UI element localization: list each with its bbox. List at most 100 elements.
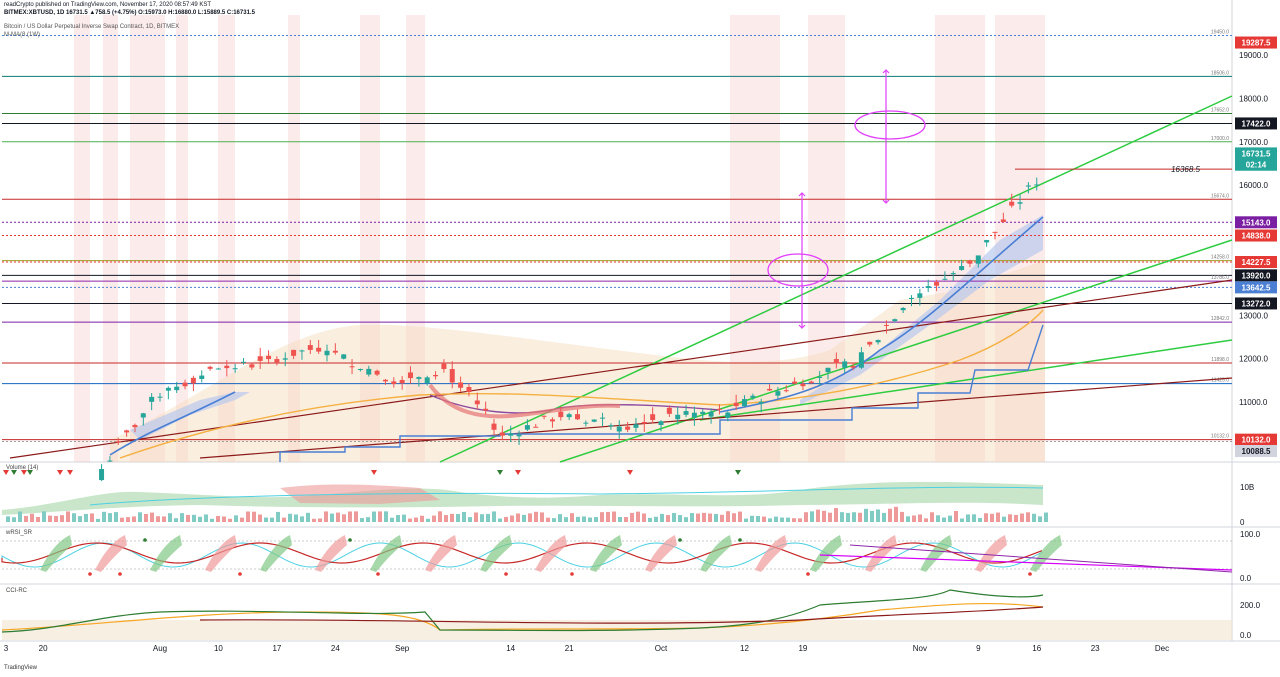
volume-bar (228, 518, 232, 522)
trendline-maroon-lower (199, 377, 1233, 459)
trendline-maroon-upper (9, 279, 1233, 459)
candle-body (307, 345, 313, 350)
volume-bar (816, 509, 820, 522)
candle-body (149, 396, 155, 402)
time-tick-label: Nov (912, 644, 927, 653)
rsi-histogram-wave (920, 535, 952, 572)
level-label: 19450.0 (1211, 29, 1229, 35)
candle-body (950, 273, 956, 275)
volume-bar (702, 512, 706, 522)
candle-body (591, 419, 597, 422)
volume-bar (642, 513, 646, 522)
candle-body (566, 414, 572, 418)
volume-bar (942, 517, 946, 522)
volume-bar (78, 516, 82, 522)
highlight-band (288, 15, 300, 462)
rsi-signal-dot (118, 572, 122, 576)
price-tag-bg (1235, 158, 1277, 171)
time-tick-label: 21 (564, 644, 574, 653)
volume-bar (984, 513, 988, 522)
volume-bar (732, 513, 736, 522)
candle-body (516, 434, 522, 437)
volume-bar (756, 516, 760, 522)
candle-body (416, 377, 422, 379)
volume-bar (1038, 516, 1042, 522)
volume-bar (714, 514, 718, 522)
rsi-histogram-wave (150, 535, 182, 572)
volume-bar (444, 515, 448, 522)
volume-bar (840, 512, 844, 522)
price-tag-bg (1235, 147, 1277, 160)
highlight-band (74, 15, 90, 462)
candle-body (650, 414, 656, 421)
annotation-label: 16368.5 (1171, 165, 1200, 174)
volume-bar (948, 515, 952, 522)
volume-bar (288, 513, 292, 522)
volume-bar (498, 518, 502, 522)
candle-body (666, 407, 672, 414)
volume-bar (846, 512, 850, 522)
volume-bar (966, 514, 970, 522)
target-ellipse-lower (767, 253, 829, 287)
price-tag-bg (1235, 36, 1277, 49)
volume-bar (852, 512, 856, 522)
volume-tick-label: 10B (1240, 483, 1254, 492)
volume-bar (870, 510, 874, 522)
candle-body (408, 372, 413, 379)
rsi-signal-dot (678, 538, 682, 542)
rsi-signal-dot (504, 572, 508, 576)
volume-bar (360, 518, 364, 522)
volume-bar (738, 511, 742, 522)
candle-body (616, 426, 622, 432)
volume-bar (762, 516, 766, 522)
volume-bar (972, 514, 976, 522)
time-tick-label: Oct (654, 644, 668, 653)
price-tag: 19287.5 (1235, 36, 1277, 49)
candle-body (474, 400, 480, 405)
volume-bar (924, 518, 928, 522)
time-tick-label: Aug (152, 644, 168, 653)
ma-blue-right (719, 216, 1044, 413)
rsi-histogram-wave (755, 535, 787, 572)
cci-signal-orange (1, 602, 1044, 631)
price-tag-label: 15143.0 (1242, 218, 1271, 227)
volume-bar (552, 518, 556, 522)
price-tag: 02:14 (1235, 158, 1277, 171)
price-tag-label: 13272.0 (1242, 299, 1271, 308)
highlight-band (935, 15, 985, 462)
volume-bar (744, 518, 748, 522)
volume-bar (354, 511, 358, 522)
time-tick-label: 3 (3, 644, 9, 653)
candle-body (190, 377, 196, 384)
volume-bar (54, 515, 58, 522)
candle-body (867, 341, 873, 345)
volume-bar (546, 517, 550, 522)
volume-bar (726, 511, 730, 522)
volume-bar (654, 516, 658, 522)
candle-body (374, 370, 380, 375)
candle-body (742, 399, 747, 407)
candle-body (357, 369, 363, 371)
price-tick-label: 17000.0 (1239, 138, 1268, 147)
candle-body (541, 415, 547, 417)
volume-bar (912, 515, 916, 522)
candle-body (458, 382, 464, 388)
volume-bar (114, 512, 118, 522)
volume-signal-marker (21, 470, 27, 475)
volume-bar (882, 512, 886, 522)
candle-body (608, 425, 614, 427)
volume-bar (618, 517, 622, 522)
candle-body (984, 240, 990, 243)
candle-body (124, 430, 130, 433)
step-line (279, 324, 1044, 462)
candle-body (174, 386, 180, 391)
volume-bar (672, 513, 676, 522)
volume-pane-title: Volume (14) (6, 465, 39, 471)
volume-bar (1008, 514, 1012, 522)
candle-body (850, 366, 856, 368)
candle-body (466, 387, 472, 393)
candle-body (433, 374, 439, 377)
volume-bar (456, 513, 460, 522)
